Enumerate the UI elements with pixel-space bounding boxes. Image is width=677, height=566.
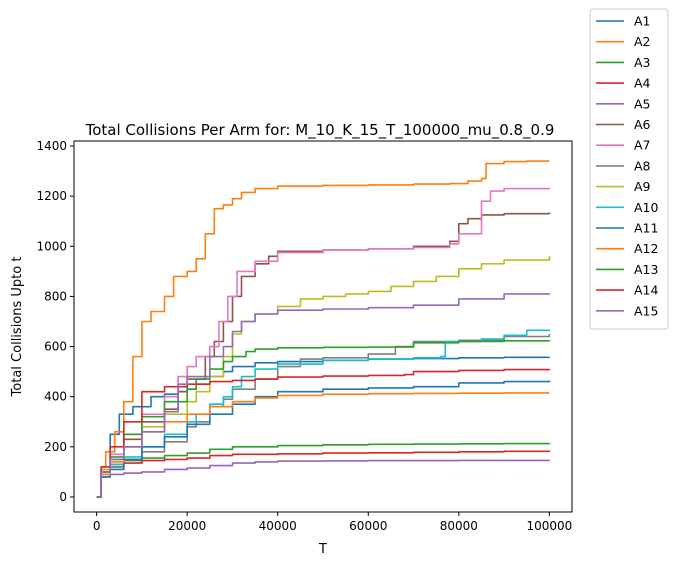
- legend-label-a11: A11: [634, 221, 658, 236]
- x-axis-ticks: 0 20000 40000 60000 80000 100000: [93, 512, 572, 533]
- x-tick-label: 0: [93, 519, 101, 533]
- x-tick-label: 60000: [349, 519, 387, 533]
- legend-label-a4: A4: [634, 76, 651, 91]
- legend-label-a1: A1: [634, 14, 651, 29]
- y-tick-label: 1400: [36, 139, 67, 153]
- x-tick-label: 80000: [440, 519, 478, 533]
- y-tick-label: 200: [44, 440, 67, 454]
- y-tick-label: 600: [44, 340, 67, 354]
- y-axis-ticks: 0 200 400 600 800 1000 1200 1400: [36, 139, 74, 504]
- legend-label-a8: A8: [634, 158, 651, 173]
- series-line-a2: [96, 160, 550, 498]
- legend-label-a6: A6: [634, 117, 651, 132]
- series-line-a14: [96, 368, 551, 498]
- plot-area: 0 20000 40000 60000 80000 100000 0 200 400 600 80…: [36, 139, 573, 533]
- legend-label-a10: A10: [634, 200, 659, 215]
- plot-background: [74, 141, 572, 512]
- legend-label-a14: A14: [634, 283, 659, 298]
- plot-frame: [73, 140, 573, 513]
- legend-box: [589, 8, 669, 330]
- legend: A1 A2 A3 A4 A5 A6 A7 A8 A9 A10 A11 A12 A13 A14 A15: [589, 8, 669, 330]
- series-line-a15: [96, 293, 551, 498]
- x-tick-label: 40000: [259, 519, 297, 533]
- y-tick-label: 0: [59, 490, 67, 504]
- legend-label-a9: A9: [634, 179, 651, 194]
- series-lines: [96, 160, 551, 498]
- legend-label-a3: A3: [634, 55, 651, 70]
- x-tick-label: 20000: [168, 519, 206, 533]
- legend-label-a7: A7: [634, 138, 651, 153]
- series-line-a5: [96, 459, 551, 498]
- y-tick-label: 400: [44, 390, 67, 404]
- x-tick-label: 100000: [526, 519, 572, 533]
- legend-label-a2: A2: [634, 34, 651, 49]
- chart-title: Total Collisions Per Arm for: M_10_K_15_…: [85, 121, 555, 140]
- y-tick-label: 800: [44, 289, 67, 303]
- legend-label-a15: A15: [634, 303, 658, 318]
- y-tick-label: 1200: [36, 189, 67, 203]
- series-line-a13: [96, 340, 551, 498]
- y-axis-label: Total Collisions Upto t: [10, 257, 25, 398]
- y-tick-label: 1000: [36, 239, 67, 253]
- legend-label-a12: A12: [634, 241, 658, 256]
- x-axis-label: T: [318, 542, 327, 557]
- legend-label-a13: A13: [634, 262, 658, 277]
- legend-label-a5: A5: [634, 96, 651, 111]
